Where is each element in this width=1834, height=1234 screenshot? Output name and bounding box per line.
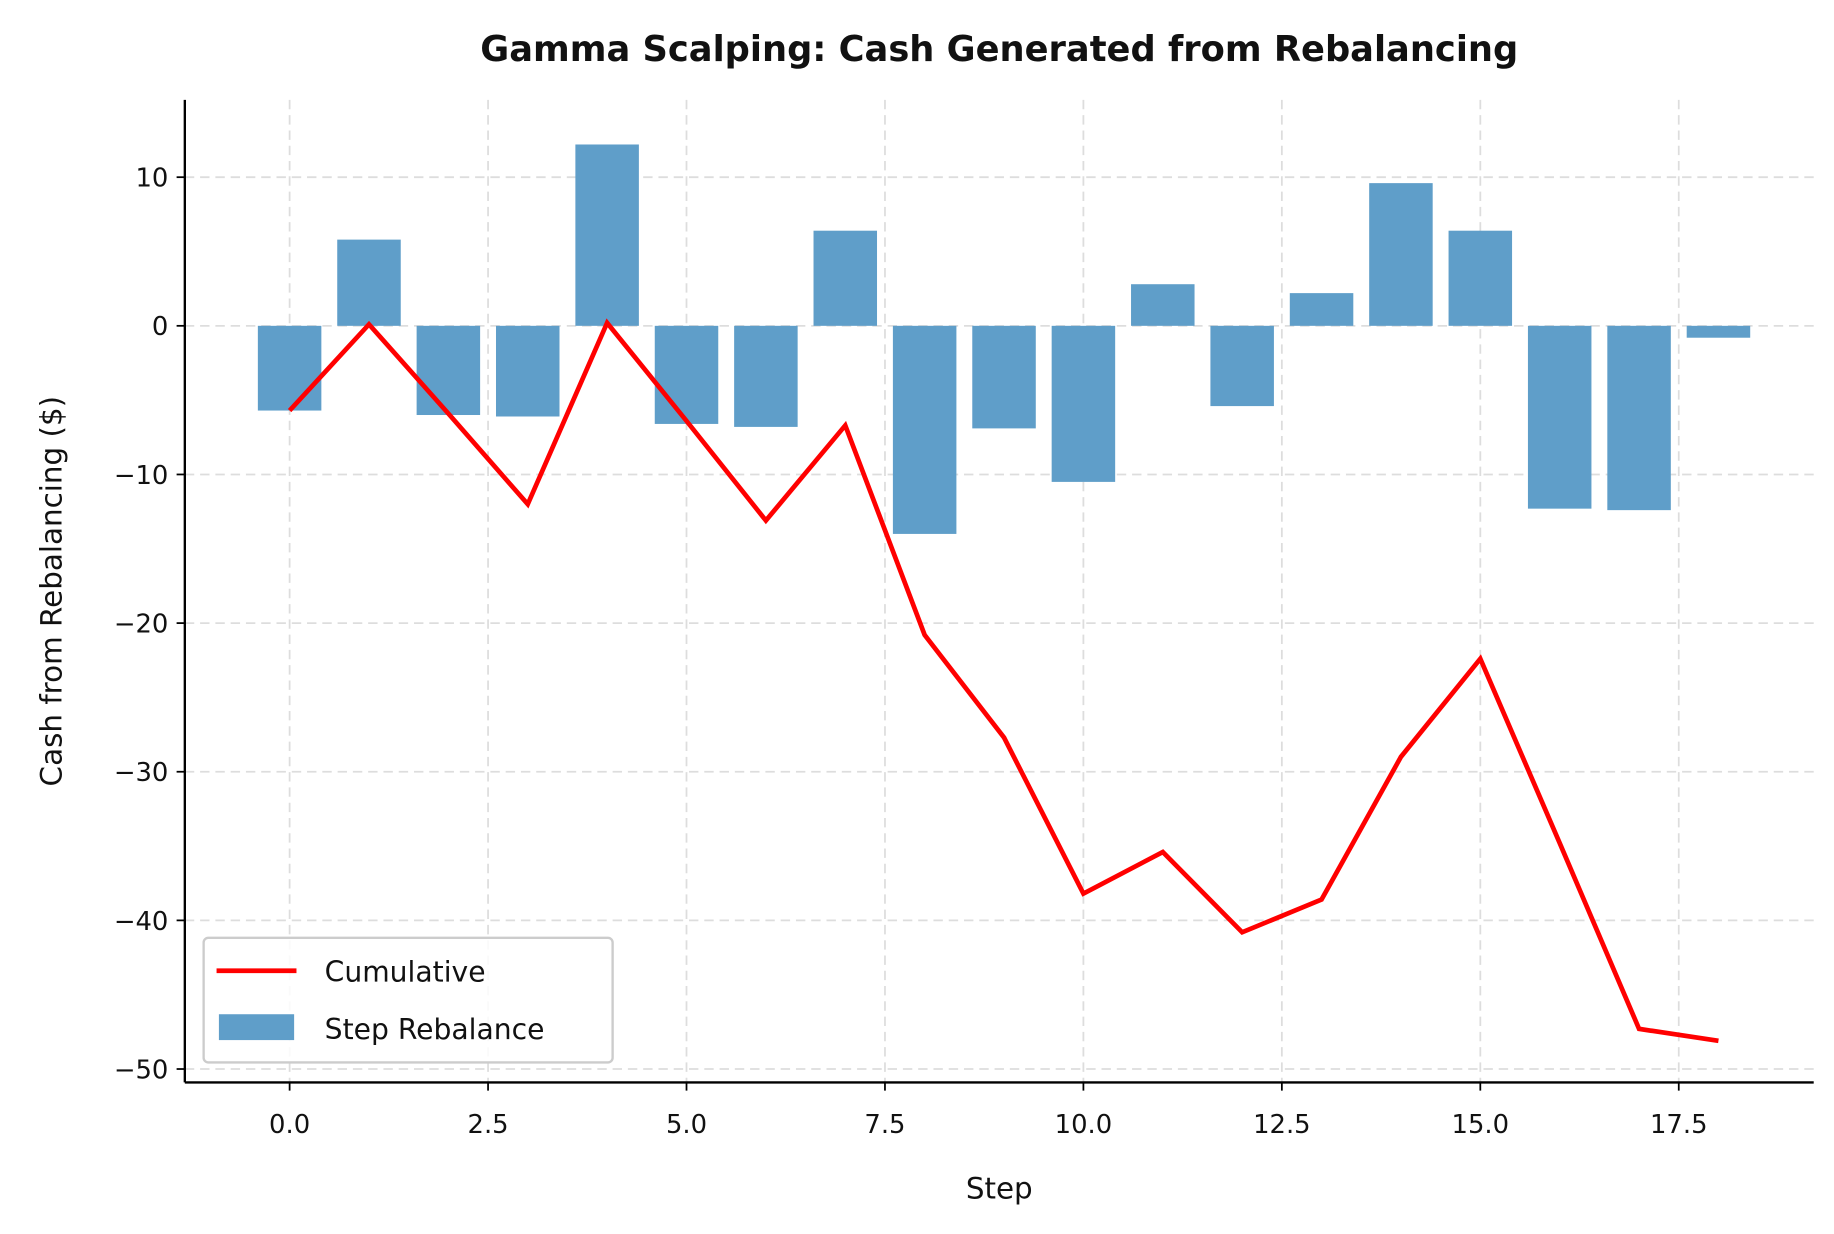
x-tick-label: 12.5: [1253, 1110, 1311, 1140]
bar: [257, 325, 322, 411]
legend-label-step-rebalance: Step Rebalance: [325, 1013, 545, 1046]
x-tick-label: 10.0: [1055, 1110, 1113, 1140]
y-tick-label: −10: [114, 461, 169, 491]
legend: Cumulative Step Rebalance: [202, 936, 614, 1064]
line-series: [287, 318, 1719, 1044]
bar: [1686, 325, 1751, 338]
y-tick-label: −20: [114, 610, 169, 640]
y-tick-label: 0: [152, 312, 168, 342]
bar: [1289, 293, 1354, 326]
bar: [1051, 325, 1116, 482]
x-tick-label: 15.0: [1452, 1110, 1510, 1140]
bar: [337, 239, 401, 326]
bar: [813, 230, 878, 326]
y-axis-label: Cash from Rebalancing ($): [34, 396, 68, 787]
y-tick-label: −50: [114, 1055, 169, 1085]
grid: [184, 99, 1814, 1083]
legend-bar-swatch: [218, 1014, 295, 1041]
bar: [1369, 183, 1433, 326]
x-axis-label: Step: [966, 1172, 1033, 1206]
x-tick-label: 7.5: [864, 1110, 905, 1140]
x-tick-label: 5.0: [666, 1110, 707, 1140]
y-tick-label: −40: [114, 907, 169, 937]
bar: [575, 144, 639, 326]
x-tick-label: 2.5: [468, 1110, 509, 1140]
bar: [1448, 230, 1513, 326]
bar: [495, 325, 560, 417]
axes: 0.0 2.5 5.0 7.5 10.0 12.5 15.0 17.5 10 0 −10 −20 −30…: [114, 99, 1814, 1140]
bars: [257, 144, 1751, 534]
x-tick-label: 17.5: [1650, 1110, 1708, 1140]
x-tick-label: 0.0: [269, 1110, 310, 1140]
bar: [1527, 325, 1592, 509]
bar: [416, 325, 481, 416]
legend-frame: [202, 936, 614, 1064]
legend-label-cumulative: Cumulative: [325, 955, 486, 988]
bar: [892, 325, 957, 534]
bar: [1210, 325, 1274, 407]
bar: [654, 325, 719, 424]
y-tick-label: −30: [114, 758, 169, 788]
bar: [972, 325, 1036, 429]
cumulative-line: [287, 318, 1719, 1044]
chart-title: Gamma Scalping: Cash Generated from Reba…: [480, 29, 1518, 70]
bar: [1131, 284, 1195, 326]
y-tick-label: 10: [135, 164, 168, 194]
bar: [734, 325, 798, 427]
bar: [1607, 325, 1671, 511]
